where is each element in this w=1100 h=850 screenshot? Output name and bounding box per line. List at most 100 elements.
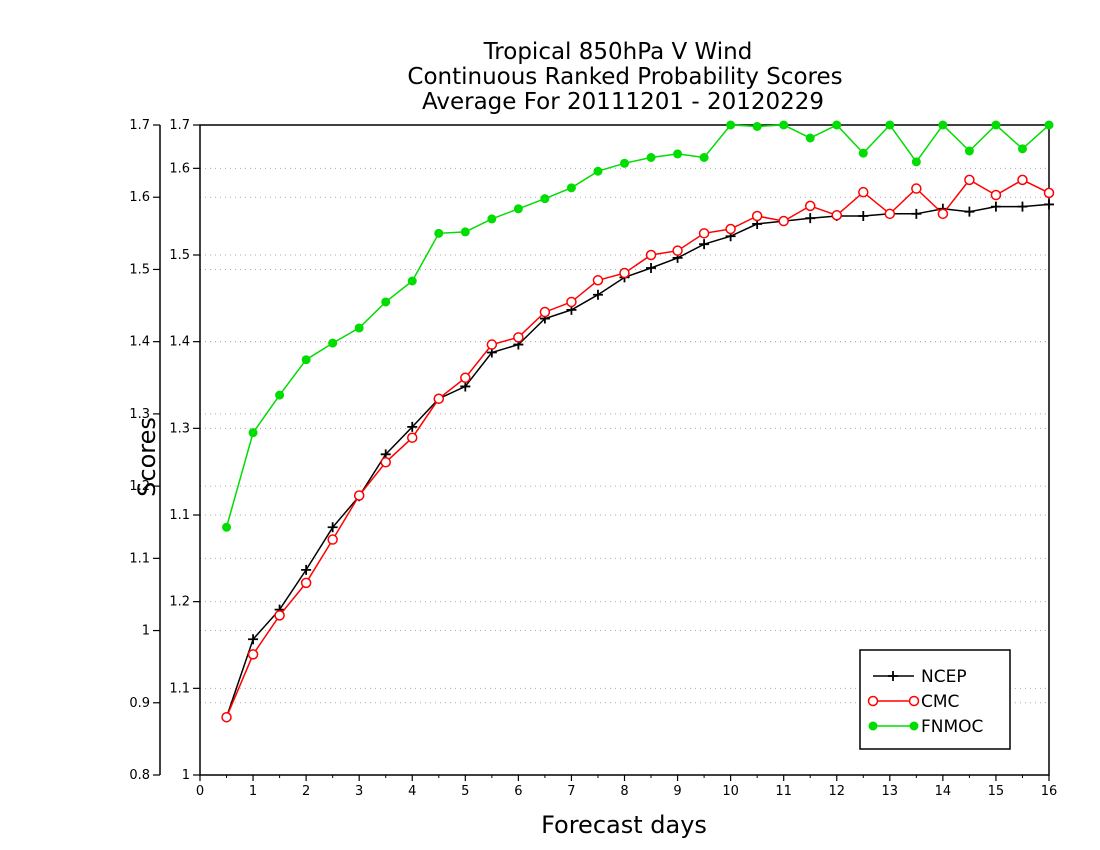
x-tick-label-14: 14 <box>935 784 952 799</box>
point-cmc-11 <box>513 332 524 343</box>
point-cmc-21 <box>778 215 789 227</box>
y-tick-label-9: 1.7 <box>129 118 150 133</box>
point-ncep-9 <box>460 381 471 392</box>
x-tick-label-11: 11 <box>775 784 792 799</box>
point-fnmoc-2 <box>275 390 285 400</box>
point-fnmoc-1 <box>248 428 258 438</box>
x-tick-label-0: 0 <box>196 784 204 799</box>
legend-label-cmc: CMC <box>921 692 959 712</box>
point-cmc-14 <box>592 275 604 286</box>
chart-title-line-1: Tropical 850hPa V Wind <box>483 39 753 65</box>
point-ncep-30 <box>1017 201 1028 212</box>
point-fnmoc-19 <box>726 120 736 130</box>
point-cmc-30 <box>1017 174 1028 186</box>
y-tick-label-2: 1 <box>142 624 150 639</box>
legend-box <box>859 649 1011 750</box>
point-ncep-1 <box>248 634 259 645</box>
y-tick-label-8: 1.6 <box>129 190 150 205</box>
point-fnmoc-26 <box>911 157 921 167</box>
chart-title-line-2: Continuous Ranked Probability Scores <box>407 64 842 90</box>
x-tick-label-9: 9 <box>673 784 681 799</box>
y2-tick-label-6: 1.5 <box>169 248 190 263</box>
point-cmc-31 <box>1043 187 1055 199</box>
point-ncep-18 <box>699 239 710 250</box>
point-fnmoc-20 <box>752 121 762 131</box>
point-fnmoc-3 <box>301 355 311 365</box>
x-tick-label-2: 2 <box>302 784 310 799</box>
x-tick-label-5: 5 <box>461 784 469 799</box>
point-fnmoc-31 <box>1044 120 1054 130</box>
point-fnmoc-4 <box>328 338 338 348</box>
point-cmc-23 <box>831 210 842 221</box>
point-fnmoc-28 <box>964 146 974 156</box>
point-fnmoc-18 <box>699 153 709 162</box>
axes: 0.8 0.9 1 1.1 1.2 1.3 1.4 1.5 1.6 1.7 1 1.1 1.2 1.1 1.… <box>129 118 1057 799</box>
series-line-fnmoc <box>225 123 1050 528</box>
point-ncep-3 <box>301 564 312 575</box>
y2-tick-label-7: 1.6 <box>169 161 190 176</box>
point-fnmoc-7 <box>407 276 417 286</box>
point-cmc-0 <box>221 711 232 723</box>
point-cmc-10 <box>486 339 498 350</box>
point-fnmoc-17 <box>673 149 683 159</box>
point-cmc-15 <box>619 267 630 279</box>
series-line-ncep <box>225 203 1050 718</box>
point-cmc-25 <box>884 208 896 220</box>
y2-tick-label-8: 1.7 <box>169 118 190 133</box>
x-tick-label-13: 13 <box>882 784 899 799</box>
point-cmc-3 <box>300 577 312 589</box>
y-axis-label: Scores <box>133 417 161 497</box>
y2-tick-label-0: 1 <box>182 768 190 783</box>
point-ncep-7 <box>407 421 418 432</box>
point-cmc-28 <box>964 174 975 186</box>
legend-marker-fnmoc-right <box>909 721 919 731</box>
point-cmc-20 <box>751 210 763 222</box>
point-fnmoc-12 <box>540 194 550 204</box>
point-fnmoc-13 <box>566 183 576 193</box>
point-ncep-26 <box>911 208 922 219</box>
y2-tick-label-2: 1.2 <box>169 595 190 610</box>
point-fnmoc-6 <box>381 297 391 307</box>
point-ncep-29 <box>990 201 1001 212</box>
point-cmc-27 <box>937 208 949 220</box>
legend-label-ncep: NCEP <box>921 667 967 687</box>
legend-label-fnmoc: FNMOC <box>921 717 983 737</box>
data-series <box>221 120 1055 723</box>
point-cmc-1 <box>247 649 259 660</box>
point-cmc-19 <box>725 223 736 235</box>
chart-title-line-3: Average For 20111201 - 20120229 <box>422 89 824 115</box>
x-tick-label-4: 4 <box>408 784 416 799</box>
legend-marker-fnmoc-left <box>868 721 878 731</box>
legend-marker-cmc-left <box>867 695 879 707</box>
point-fnmoc-30 <box>1017 144 1027 154</box>
point-cmc-6 <box>380 457 391 468</box>
x-axis-label: Forecast days <box>541 811 707 839</box>
x-tick-label-1: 1 <box>249 784 257 799</box>
point-fnmoc-14 <box>593 166 603 176</box>
y-tick-label-0: 0.8 <box>129 768 150 783</box>
point-fnmoc-10 <box>487 214 497 224</box>
point-ncep-31 <box>1044 199 1054 210</box>
y2-tick-label-3: 1.1 <box>169 508 190 523</box>
x-tick-label-6: 6 <box>514 784 522 799</box>
point-fnmoc-29 <box>991 120 1001 130</box>
point-cmc-2 <box>274 610 285 621</box>
y-tick-label-7: 1.5 <box>129 262 150 277</box>
y-tick-label-3: 1.1 <box>129 551 150 566</box>
point-cmc-7 <box>407 432 418 443</box>
point-cmc-29 <box>990 189 1002 201</box>
point-fnmoc-15 <box>620 158 629 168</box>
y-tick-label-5: 1.3 <box>129 407 150 422</box>
point-ncep-24 <box>858 211 869 221</box>
point-cmc-22 <box>804 200 816 212</box>
point-ncep-16 <box>646 263 657 273</box>
x-tick-label-12: 12 <box>828 784 845 799</box>
point-fnmoc-9 <box>460 227 470 237</box>
point-ncep-4 <box>327 522 338 533</box>
point-cmc-8 <box>433 393 445 404</box>
point-cmc-26 <box>911 183 922 194</box>
y-tick-label-4: 1.2 <box>129 479 150 494</box>
point-cmc-9 <box>460 372 471 384</box>
x-tick-label-8: 8 <box>620 784 628 799</box>
point-cmc-13 <box>566 296 577 308</box>
